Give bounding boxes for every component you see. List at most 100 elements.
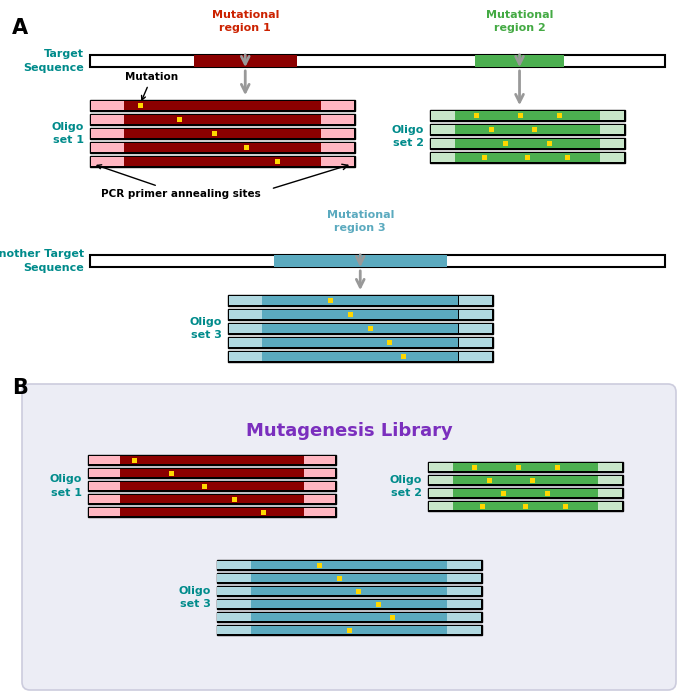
Bar	[125, 101, 321, 110]
Bar	[91, 101, 125, 110]
Bar	[390, 614, 395, 620]
Bar	[125, 157, 321, 166]
Bar	[356, 589, 361, 593]
Bar	[217, 613, 251, 621]
Text: Mutational
region 1: Mutational region 1	[211, 10, 279, 33]
Bar	[532, 127, 537, 132]
Bar	[566, 155, 570, 160]
Bar	[321, 129, 354, 138]
Bar	[228, 352, 262, 361]
Bar	[261, 509, 266, 514]
Bar	[262, 352, 458, 361]
Bar	[556, 113, 561, 118]
Bar	[454, 476, 598, 484]
Bar	[89, 456, 120, 464]
Bar	[454, 489, 598, 497]
Bar	[480, 504, 484, 509]
Bar	[475, 55, 564, 67]
Bar	[430, 152, 625, 163]
Bar	[458, 324, 492, 333]
Bar	[120, 469, 304, 477]
Bar	[598, 476, 622, 484]
Bar	[376, 602, 381, 607]
Bar	[564, 504, 568, 509]
Bar	[216, 612, 482, 622]
Bar	[88, 468, 336, 478]
Bar	[501, 491, 506, 496]
Bar	[346, 627, 351, 632]
Bar	[228, 323, 493, 334]
Bar	[120, 508, 304, 516]
Bar	[600, 153, 624, 162]
Bar	[120, 456, 304, 464]
FancyBboxPatch shape	[22, 384, 676, 690]
Bar	[456, 111, 600, 120]
Bar	[428, 501, 623, 511]
Bar	[458, 296, 492, 305]
Bar	[251, 561, 447, 569]
Bar	[337, 575, 342, 580]
Bar	[401, 354, 406, 359]
Bar	[251, 626, 447, 634]
Bar	[482, 155, 486, 160]
Bar	[132, 457, 137, 462]
Bar	[454, 502, 598, 510]
Bar	[458, 352, 492, 361]
Bar	[89, 508, 120, 516]
Bar	[138, 103, 143, 108]
Bar	[447, 613, 481, 621]
Bar	[600, 111, 624, 120]
Bar	[428, 462, 623, 472]
Bar	[387, 340, 392, 345]
Bar	[90, 142, 355, 153]
Text: Another Target
Sequence: Another Target Sequence	[0, 249, 84, 273]
Text: Oligo
set 3: Oligo set 3	[190, 317, 222, 340]
Bar	[89, 495, 120, 503]
Bar	[600, 139, 624, 149]
Bar	[89, 482, 120, 490]
Bar	[89, 469, 120, 477]
Bar	[530, 477, 536, 482]
Bar	[216, 586, 482, 596]
Bar	[487, 477, 492, 482]
Bar	[125, 129, 321, 138]
Bar	[251, 574, 447, 582]
Bar	[545, 491, 550, 496]
Bar	[275, 159, 280, 164]
Bar	[90, 100, 355, 111]
Bar	[458, 338, 492, 347]
Bar	[430, 138, 625, 149]
Bar	[321, 143, 354, 152]
Bar	[125, 143, 321, 152]
Bar	[244, 145, 248, 150]
Bar	[125, 115, 321, 124]
Bar	[598, 489, 622, 497]
Bar	[274, 255, 447, 267]
Bar	[321, 101, 354, 110]
Bar	[217, 561, 251, 569]
Bar	[348, 312, 353, 317]
Bar	[523, 504, 528, 509]
Bar	[456, 125, 600, 134]
Bar	[447, 587, 481, 595]
Bar	[120, 482, 304, 490]
Bar	[232, 496, 237, 502]
Text: B: B	[12, 378, 28, 398]
Bar	[428, 488, 623, 498]
Bar	[321, 157, 354, 166]
Text: Oligo
set 3: Oligo set 3	[178, 586, 211, 609]
Bar	[304, 469, 335, 477]
Bar	[217, 587, 251, 595]
Bar	[251, 587, 447, 595]
Text: PCR primer annealing sites: PCR primer annealing sites	[97, 164, 260, 199]
Bar	[428, 475, 623, 485]
Bar	[317, 563, 322, 568]
Bar	[228, 324, 262, 333]
Bar	[304, 456, 335, 464]
Bar	[430, 110, 625, 121]
Bar	[228, 295, 493, 306]
Text: Mutagenesis Library: Mutagenesis Library	[246, 422, 452, 440]
Bar	[447, 574, 481, 582]
Bar	[120, 495, 304, 503]
Bar	[475, 113, 480, 118]
